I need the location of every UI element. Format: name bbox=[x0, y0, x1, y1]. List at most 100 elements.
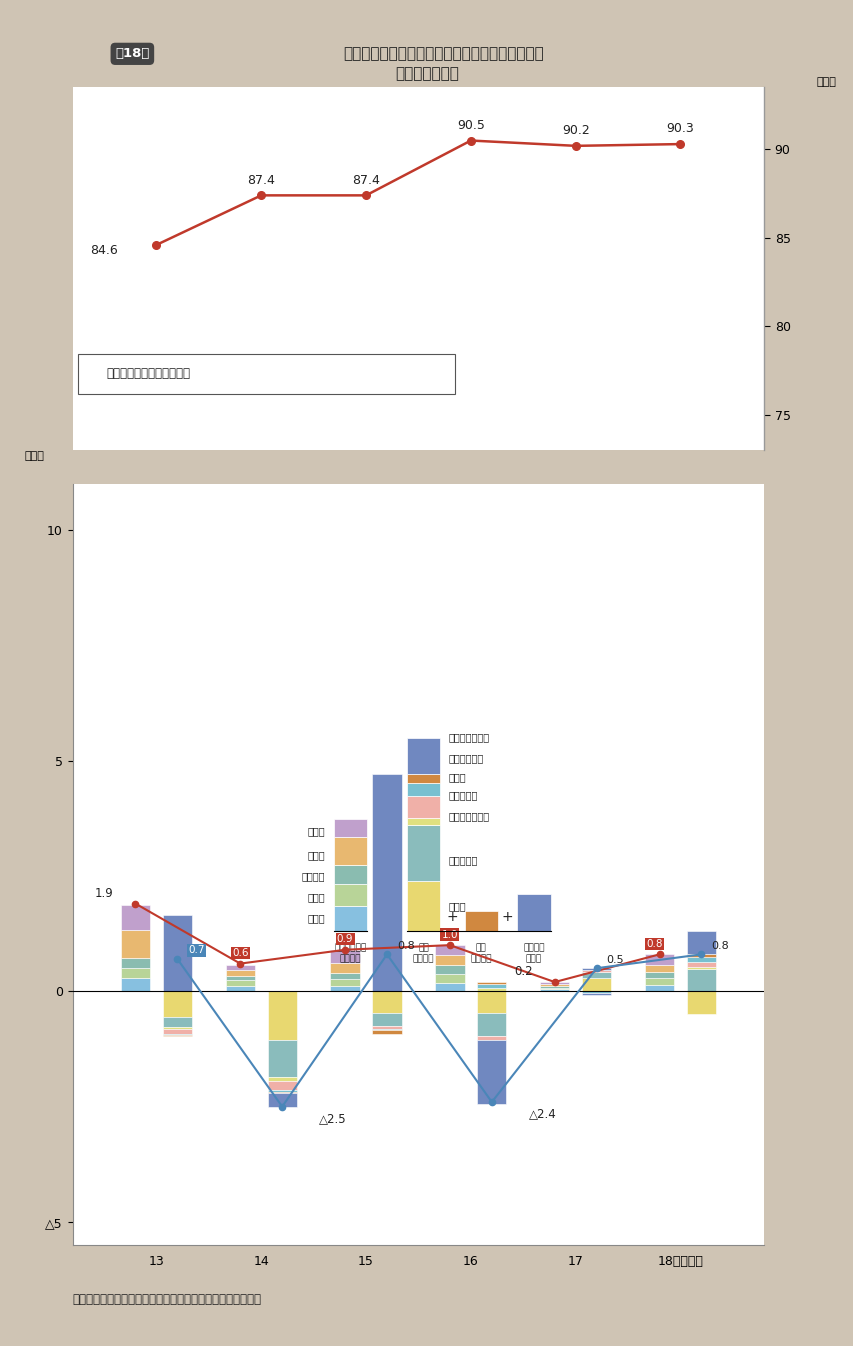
Bar bbox=[334, 820, 367, 837]
Bar bbox=[407, 774, 440, 783]
Text: 減税補てん債: 減税補てん債 bbox=[449, 754, 484, 763]
Bar bbox=[477, 1035, 506, 1040]
Bar bbox=[120, 979, 150, 991]
Bar bbox=[539, 984, 569, 987]
Text: 臨時財政
対策債: 臨時財政 対策債 bbox=[522, 942, 544, 962]
Text: 0.7: 0.7 bbox=[188, 945, 204, 956]
Text: △2.5: △2.5 bbox=[318, 1112, 346, 1125]
Bar bbox=[477, 984, 506, 988]
Bar bbox=[581, 991, 611, 993]
Bar bbox=[686, 991, 716, 1015]
Bar bbox=[372, 991, 401, 1014]
Bar bbox=[334, 865, 367, 884]
Bar bbox=[225, 970, 255, 976]
Bar bbox=[267, 1093, 297, 1106]
Bar bbox=[686, 931, 716, 954]
Text: 地方交付税: 地方交付税 bbox=[449, 855, 478, 864]
Bar bbox=[225, 976, 255, 980]
Y-axis label: （％）: （％） bbox=[815, 77, 836, 86]
Bar bbox=[267, 1089, 297, 1092]
Bar bbox=[267, 1077, 297, 1081]
Text: 地方特例交付金: 地方特例交付金 bbox=[449, 810, 490, 821]
Bar bbox=[464, 910, 497, 931]
FancyBboxPatch shape bbox=[78, 354, 455, 394]
Bar bbox=[407, 738, 440, 774]
Bar bbox=[435, 983, 464, 991]
Bar bbox=[581, 972, 611, 979]
Text: 0.8: 0.8 bbox=[645, 938, 662, 949]
Bar bbox=[686, 954, 716, 957]
Text: 公債費: 公債費 bbox=[307, 851, 325, 860]
Bar bbox=[581, 968, 611, 969]
Bar bbox=[581, 979, 611, 991]
Text: 経常経費充当
一般財源: 経常経費充当 一般財源 bbox=[334, 942, 366, 962]
Bar bbox=[372, 1014, 401, 1027]
Text: 経常収支比率（右目盛）％: 経常収支比率（右目盛）％ bbox=[106, 367, 190, 381]
Bar bbox=[539, 987, 569, 988]
Bar bbox=[644, 954, 673, 965]
Bar bbox=[372, 774, 401, 991]
Text: 1.9: 1.9 bbox=[95, 887, 113, 900]
Text: その他: その他 bbox=[307, 825, 325, 836]
Text: 減税
補てん債: 減税 補てん債 bbox=[470, 942, 491, 962]
Bar bbox=[435, 965, 464, 973]
Bar bbox=[516, 894, 550, 931]
Text: その３　市町村: その３ 市町村 bbox=[395, 66, 458, 82]
Bar bbox=[267, 991, 297, 1039]
Text: 補助費等: 補助費等 bbox=[301, 871, 325, 880]
Text: （注）棒グラフの数値は、各年度の対前年度増減率である。: （注）棒グラフの数値は、各年度の対前年度増減率である。 bbox=[73, 1292, 261, 1306]
Text: 87.4: 87.4 bbox=[351, 174, 380, 187]
Text: 0.5: 0.5 bbox=[606, 954, 624, 965]
Text: 90.3: 90.3 bbox=[666, 122, 693, 135]
Bar bbox=[435, 973, 464, 983]
Text: その他: その他 bbox=[449, 771, 466, 782]
Bar bbox=[267, 1039, 297, 1077]
Bar bbox=[334, 906, 367, 931]
Bar bbox=[120, 905, 150, 930]
Bar bbox=[477, 991, 506, 1014]
Bar bbox=[477, 988, 506, 991]
Bar bbox=[163, 1030, 192, 1034]
Bar bbox=[225, 980, 255, 985]
Bar bbox=[686, 957, 716, 962]
Text: 84.6: 84.6 bbox=[90, 244, 118, 257]
Text: 臨時財政対策債: 臨時財政対策債 bbox=[449, 732, 490, 743]
Bar bbox=[686, 966, 716, 969]
Bar bbox=[407, 825, 440, 880]
Text: 1.0: 1.0 bbox=[441, 930, 457, 940]
Bar bbox=[539, 983, 569, 984]
Bar bbox=[477, 1040, 506, 1104]
Bar bbox=[686, 969, 716, 991]
Bar bbox=[581, 969, 611, 972]
Bar bbox=[120, 958, 150, 968]
Bar bbox=[330, 962, 359, 973]
Text: +: + bbox=[502, 910, 513, 925]
Text: 第18図: 第18図 bbox=[115, 47, 149, 61]
Text: 扶助費: 扶助費 bbox=[307, 891, 325, 902]
Text: +: + bbox=[446, 910, 458, 925]
Text: 経常収支比率を構成する分子及び分母の増減状況: 経常収支比率を構成する分子及び分母の増減状況 bbox=[343, 46, 544, 62]
Bar bbox=[477, 1014, 506, 1035]
Text: 0.6: 0.6 bbox=[232, 948, 248, 958]
Bar bbox=[225, 965, 255, 970]
Bar bbox=[644, 979, 673, 985]
Bar bbox=[334, 837, 367, 865]
Bar bbox=[163, 1016, 192, 1027]
Bar bbox=[330, 973, 359, 980]
Bar bbox=[435, 945, 464, 956]
Bar bbox=[334, 884, 367, 906]
Text: 地方税: 地方税 bbox=[449, 900, 466, 911]
Bar bbox=[163, 991, 192, 1016]
Text: 人件費: 人件費 bbox=[307, 914, 325, 923]
Bar bbox=[407, 880, 440, 931]
Bar bbox=[644, 972, 673, 979]
Text: 87.4: 87.4 bbox=[247, 174, 275, 187]
Bar bbox=[330, 980, 359, 985]
Bar bbox=[644, 965, 673, 972]
Bar bbox=[581, 993, 611, 995]
Bar bbox=[163, 915, 192, 991]
Text: 経常
一般財源: 経常 一般財源 bbox=[413, 942, 434, 962]
Text: 0.8: 0.8 bbox=[397, 941, 415, 950]
Text: △2.4: △2.4 bbox=[528, 1108, 555, 1121]
Text: 地方譲与税: 地方譲与税 bbox=[449, 790, 478, 800]
